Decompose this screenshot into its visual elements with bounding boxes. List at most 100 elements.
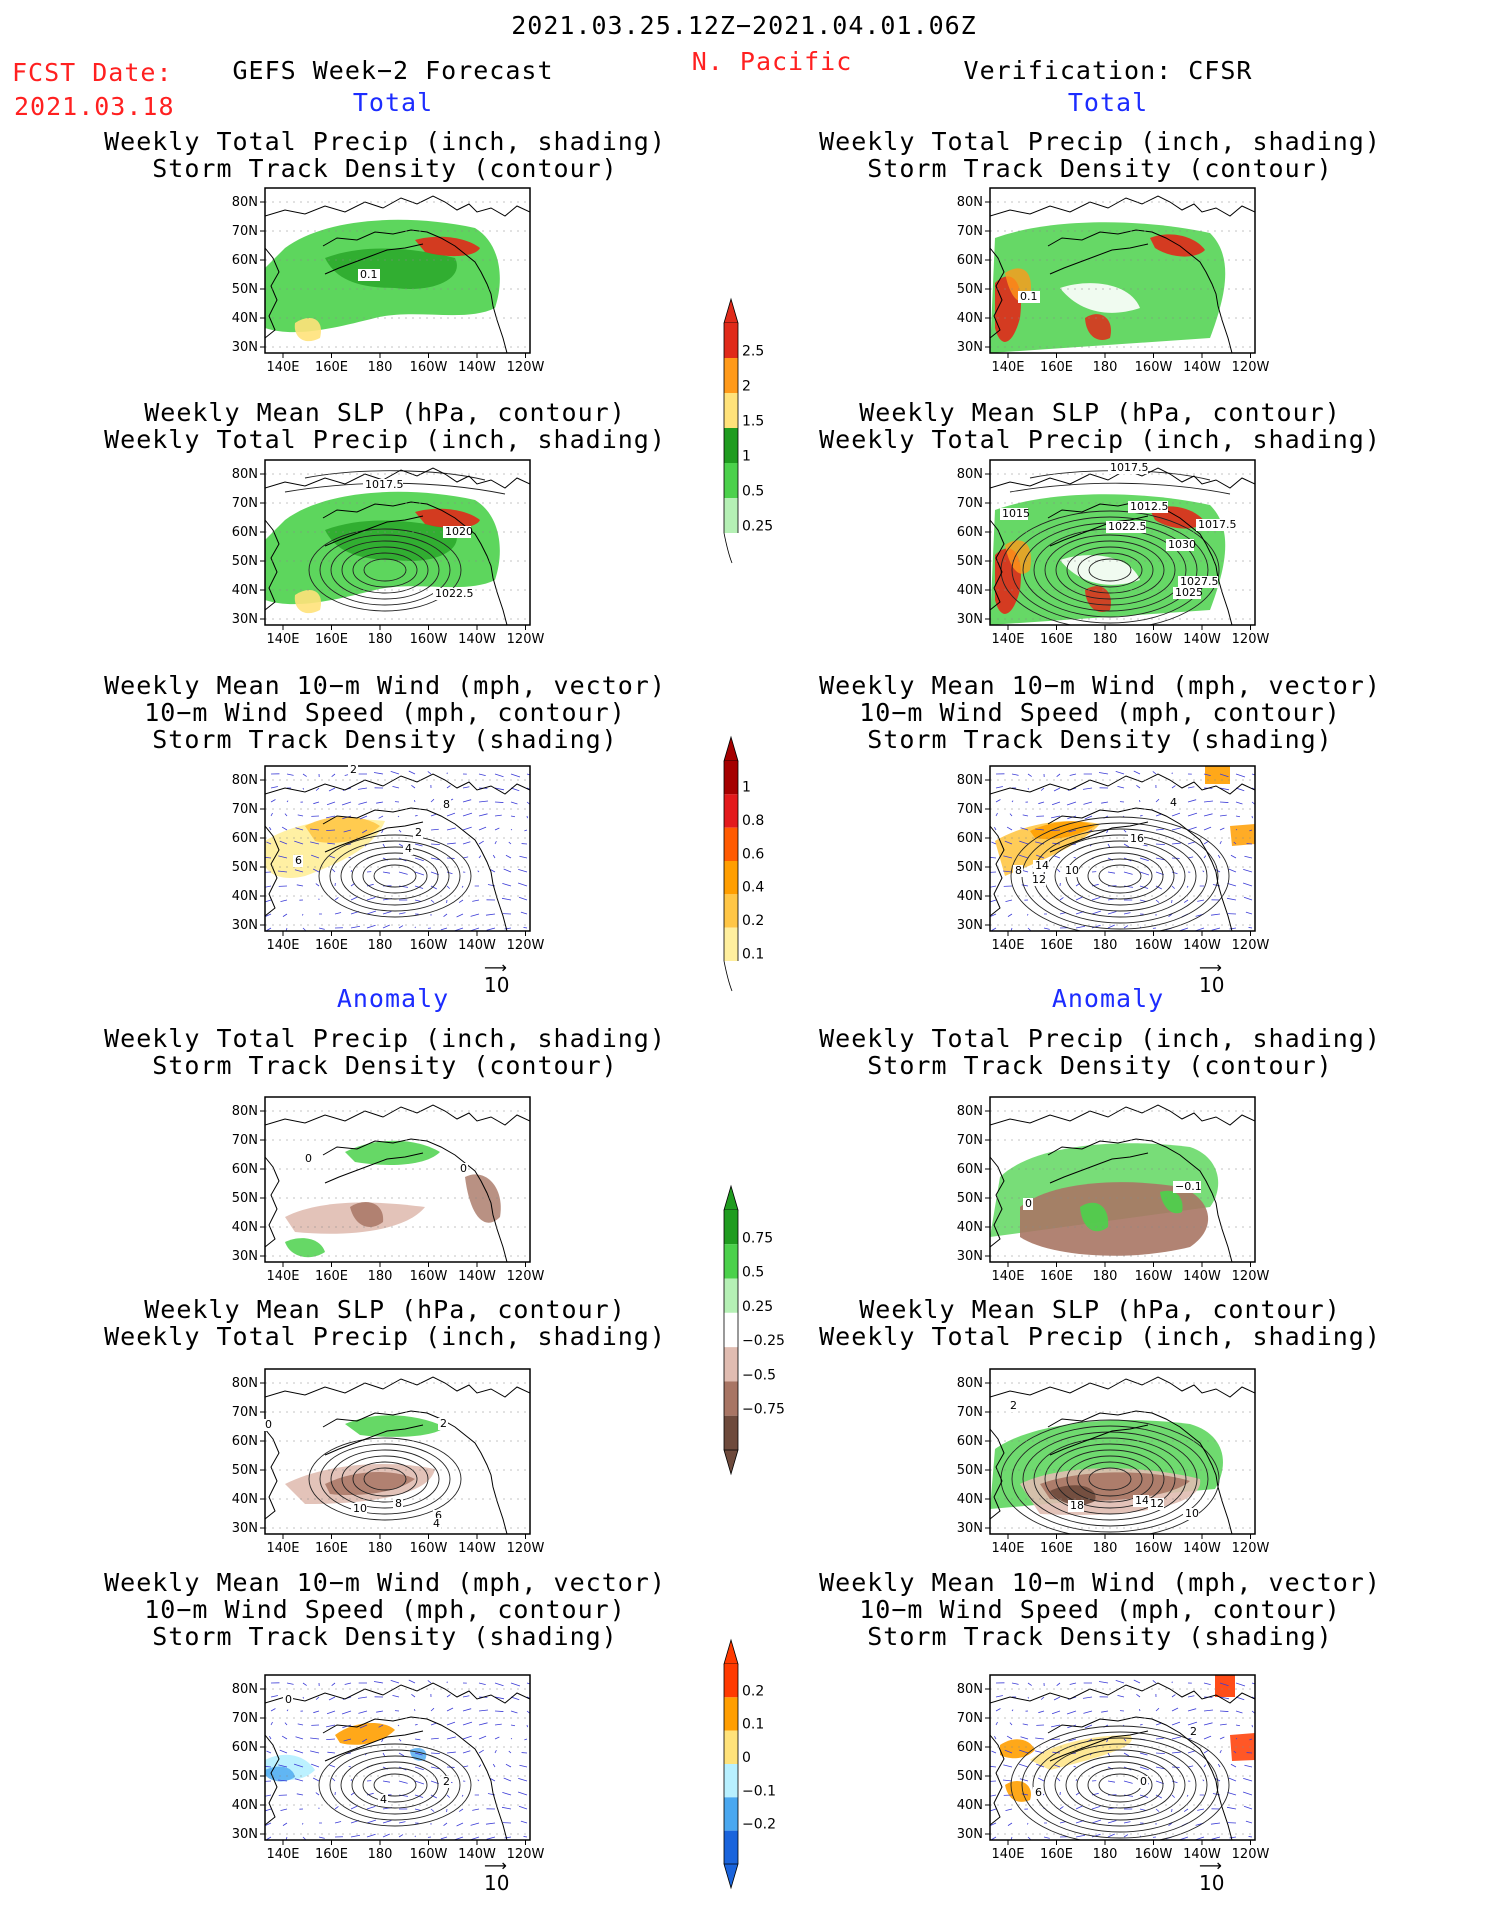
lat-tick-label: 50N xyxy=(232,282,258,297)
lat-tick-label: 80N xyxy=(957,1376,983,1391)
colorbar-label: 0.1 xyxy=(742,1717,764,1733)
colorbar-total-precip: 2.5 2 1.5 1 0.5 0.25 xyxy=(720,297,790,567)
lon-tick-label: 160E xyxy=(1040,360,1073,375)
lon-tick-label: 160E xyxy=(315,1847,348,1862)
title-total-wind-right: Weekly Mean 10−m Wind (mph, vector) 10−m … xyxy=(819,671,1381,754)
lon-tick-label: 120W xyxy=(1232,360,1270,375)
lat-tick-label: 40N xyxy=(957,1798,983,1813)
contour-label: 0 xyxy=(285,1693,292,1706)
lon-tick-label: 160W xyxy=(1135,360,1173,375)
vector-reference-total-right: ⟶ 10 xyxy=(1199,958,1225,998)
lon-tick-label: 160E xyxy=(1040,1847,1073,1862)
lat-tick-label: 80N xyxy=(957,1682,983,1697)
lon-tick-label: 180 xyxy=(1093,360,1118,375)
lon-tick-label: 140W xyxy=(458,632,496,647)
lat-tick-label: 80N xyxy=(957,467,983,482)
lon-tick-label: 140E xyxy=(991,632,1024,647)
lon-tick-label: 160W xyxy=(410,938,448,953)
lat-tick-label: 40N xyxy=(232,889,258,904)
lon-tick-label: 140W xyxy=(458,1541,496,1556)
map-total-wind-verification: 80N 70N 60N 50N 40N 30N 140E 160E 180 160W 140W 120… xyxy=(950,764,1269,957)
contour-label: 8 xyxy=(443,798,450,811)
lat-tick-label: 60N xyxy=(232,253,258,268)
contour-label: 6 xyxy=(435,1509,442,1522)
lat-tick-label: 60N xyxy=(232,1740,258,1755)
lat-tick-label: 60N xyxy=(232,831,258,846)
lat-tick-label: 50N xyxy=(957,554,983,569)
lat-tick-label: 40N xyxy=(232,583,258,598)
lat-tick-label: 70N xyxy=(232,496,258,511)
lat-tick-label: 30N xyxy=(232,612,258,627)
lat-tick-label: 60N xyxy=(957,831,983,846)
fcst-date-label: FCST Date: xyxy=(12,58,173,87)
lon-tick-label: 140W xyxy=(1183,1541,1221,1556)
lat-tick-label: 60N xyxy=(957,253,983,268)
lon-tick-label: 180 xyxy=(368,1541,393,1556)
lon-tick-label: 180 xyxy=(368,1269,393,1284)
lat-tick-label: 30N xyxy=(232,1827,258,1842)
lat-tick-label: 70N xyxy=(957,224,983,239)
lon-tick-label: 160E xyxy=(315,938,348,953)
lon-tick-label: 140E xyxy=(266,360,299,375)
colorbar-label: −0.5 xyxy=(742,1367,776,1383)
contour-label: 8 xyxy=(395,1497,402,1510)
lat-tick-label: 30N xyxy=(232,1249,258,1264)
lon-tick-label: 160W xyxy=(410,632,448,647)
map-anom-precip-forecast: 80N 70N 60N 50N 40N 30N 140E 160E 180 160W 140W 120… xyxy=(225,1095,544,1288)
lat-tick-label: 70N xyxy=(957,1133,983,1148)
map-anom-wind-forecast: 80N 70N 60N 50N 40N 30N 140E 160E 180 160W 140W 120… xyxy=(225,1673,544,1866)
lon-tick-label: 120W xyxy=(507,1541,545,1556)
lat-tick-label: 60N xyxy=(232,1434,258,1449)
lat-tick-label: 80N xyxy=(232,467,258,482)
contour-label: 1027.5 xyxy=(1180,575,1219,588)
lon-tick-label: 180 xyxy=(1093,1847,1118,1862)
right-column-title: Verification: CFSR xyxy=(963,56,1253,85)
right-anomaly-label: Anomaly xyxy=(1051,984,1165,1013)
lon-tick-label: 180 xyxy=(368,938,393,953)
lat-tick-label: 40N xyxy=(232,1798,258,1813)
colorbar-label: −0.1 xyxy=(742,1783,776,1799)
lon-tick-label: 140E xyxy=(991,360,1024,375)
title-anom-wind-left: Weekly Mean 10−m Wind (mph, vector) 10−m … xyxy=(104,1568,666,1651)
lon-tick-label: 120W xyxy=(507,938,545,953)
lon-tick-label: 180 xyxy=(368,1847,393,1862)
contour-label: 14 xyxy=(1035,859,1049,872)
map-total-precip-verification: 80N 70N 60N 50N 40N 30N 140E 160E 180 160W 140W 120… xyxy=(950,186,1269,379)
contour-label: 10 xyxy=(353,1502,367,1515)
lat-tick-label: 70N xyxy=(957,496,983,511)
contour-label: 2 xyxy=(440,1417,447,1430)
lon-tick-label: 140W xyxy=(458,360,496,375)
title-total-slp-left: Weekly Mean SLP (hPa, contour) Weekly Tot… xyxy=(104,398,666,454)
contour-label: 10 xyxy=(1185,1507,1199,1520)
lat-tick-label: 80N xyxy=(957,1104,983,1119)
contour-label: 18 xyxy=(1070,1499,1084,1512)
colorbar-label: 0.25 xyxy=(742,1299,773,1315)
map-anom-wind-verification: 80N 70N 60N 50N 40N 30N 140E 160E 180 160W 140W 120… xyxy=(950,1673,1269,1866)
colorbar-label: 0.8 xyxy=(742,813,764,829)
lon-tick-label: 180 xyxy=(368,632,393,647)
lon-tick-label: 120W xyxy=(507,360,545,375)
title-anom-precip-left: Weekly Total Precip (inch, shading) Storm… xyxy=(104,1024,666,1080)
lat-tick-label: 80N xyxy=(232,195,258,210)
lat-tick-label: 50N xyxy=(957,282,983,297)
lon-tick-label: 140E xyxy=(266,632,299,647)
lat-tick-label: 60N xyxy=(232,1162,258,1177)
contour-label: 6 xyxy=(1035,1786,1042,1799)
contour-label: 4 xyxy=(405,842,412,855)
contour-label: 0.1 xyxy=(1020,290,1038,303)
left-anomaly-label: Anomaly xyxy=(336,984,450,1013)
map-anom-slp-forecast: 80N 70N 60N 50N 40N 30N 140E 160E 180 160W 140W 120… xyxy=(225,1367,544,1560)
title-total-precip-left: Weekly Total Precip (inch, shading) Storm… xyxy=(104,127,666,183)
lon-tick-label: 140W xyxy=(1183,360,1221,375)
title-anom-slp-right: Weekly Mean SLP (hPa, contour) Weekly Tot… xyxy=(819,1295,1381,1351)
lon-tick-label: 160E xyxy=(1040,1269,1073,1284)
lat-tick-label: 40N xyxy=(232,1492,258,1507)
colorbar-label: 1 xyxy=(742,448,751,464)
lon-tick-label: 140W xyxy=(458,938,496,953)
vector-reference-anom-left: ⟶ 10 xyxy=(484,1856,510,1896)
contour-label: 12 xyxy=(1150,1497,1164,1510)
lon-tick-label: 120W xyxy=(507,1847,545,1862)
lat-tick-label: 30N xyxy=(232,340,258,355)
lat-tick-label: 30N xyxy=(232,1521,258,1536)
lon-tick-label: 160W xyxy=(1135,1847,1173,1862)
